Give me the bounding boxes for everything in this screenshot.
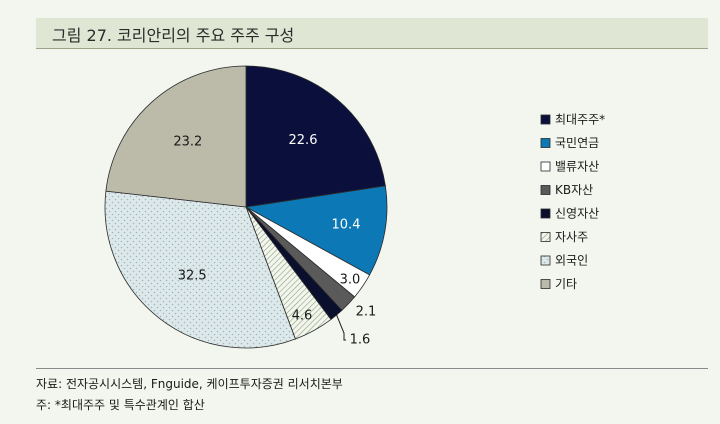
legend-label-신영자산: 신영자산 [555,207,599,221]
legend-label-최대주주: 최대주주* [555,113,605,127]
title-bar: 그림 27. 코리안리의 주요 주주 구성 [36,18,708,49]
value-label-KB자산: 2.1 [356,305,377,320]
leader-line-신영자산 [336,314,346,341]
value-label-국민연금: 10.4 [332,217,361,232]
pie-slice-외국인 [104,190,296,349]
value-label-밸류자산: 3.0 [340,273,361,288]
legend-label-밸류자산: 밸류자산 [555,160,599,174]
source-note: 자료: 전자공시시스템, Fnguide, 케이프투자증권 리서치본부 [36,377,343,391]
value-label-신영자산: 1.6 [350,333,371,348]
legend-swatch-밸류자산 [540,161,551,172]
pie-slice-국민연금 [244,185,388,276]
legend-label-KB자산: KB자산 [555,183,593,197]
pie-chart: 22.6 10.4 3.0 2.1 1.6 4.6 32.5 23.2 최대주주* 국민연금밸류… [104,65,605,349]
legend-swatch-신영자산 [540,208,551,219]
legend-swatch-최대주주 [540,114,551,125]
legend-label-자사주: 자사주 [555,230,588,244]
legend-swatch-외국인 [540,255,551,266]
legend-label-국민연금: 국민연금 [555,136,599,150]
pie-slice-기타 [105,65,247,208]
legend-swatch-KB자산 [540,185,551,195]
legend-label-외국인: 외국인 [555,254,588,268]
legend-label-기타: 기타 [555,277,577,291]
value-label-외국인: 32.5 [178,268,207,283]
legend-swatch-국민연금 [540,138,551,148]
value-label-기타: 23.2 [173,134,202,149]
legend-swatch-기타 [540,279,551,289]
value-label-최대주주: 22.6 [289,133,318,148]
chart-title: 그림 27. 코리안리의 주요 주주 구성 [52,26,295,45]
legend-swatch-자사주 [540,232,551,242]
footnote: 주: *최대주주 및 특수관계인 합산 [36,398,205,412]
value-label-자사주: 4.6 [292,309,313,324]
divider [36,368,708,369]
pie-slice-최대주주 [245,65,386,208]
